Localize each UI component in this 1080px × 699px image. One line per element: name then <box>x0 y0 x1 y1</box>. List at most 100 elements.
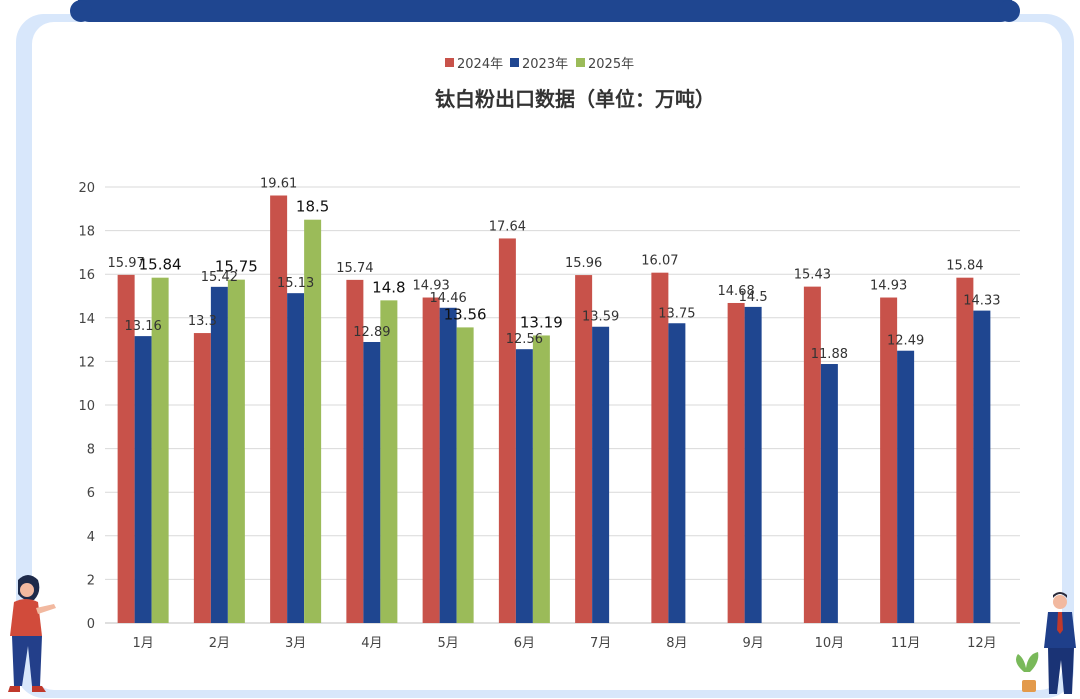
x-tick-label: 2月 <box>209 636 230 651</box>
legend-label: 2024年 <box>457 57 503 72</box>
data-label: 14.93 <box>870 279 907 294</box>
data-label: 14.68 <box>718 284 755 299</box>
data-label: 13.3 <box>188 314 217 329</box>
bar-2023年-2月 <box>210 286 228 623</box>
bar-2025年-1月 <box>151 277 169 623</box>
x-tick-label: 5月 <box>437 636 458 651</box>
data-label: 19.61 <box>260 177 297 192</box>
x-tick-label: 9月 <box>742 636 763 651</box>
data-label: 14.93 <box>413 279 450 294</box>
bar-2024年-4月 <box>346 279 364 623</box>
y-axis: 0 2 4 6 8 10 12 14 16 18 20 <box>78 181 95 632</box>
y-tick-label: 4 <box>87 530 95 545</box>
data-label: 15.13 <box>277 276 314 291</box>
data-label: 12.89 <box>353 325 390 340</box>
bar-2024年-12月 <box>956 277 974 623</box>
bar-2024年-10月 <box>803 286 821 623</box>
data-label: 14.46 <box>430 291 467 306</box>
data-label: 14.33 <box>963 294 1000 309</box>
bar-2024年-11月 <box>880 297 898 623</box>
x-tick-label: 10月 <box>815 636 845 651</box>
bar-2024年-5月 <box>422 297 440 623</box>
data-label: 15.84 <box>946 259 983 274</box>
legend-label: 2023年 <box>522 57 568 72</box>
bar-2023年-10月 <box>820 364 838 623</box>
bar-2025年-6月 <box>532 335 550 623</box>
x-tick-label: 3月 <box>285 636 306 651</box>
data-label: 15.96 <box>565 256 602 271</box>
data-label: 15.42 <box>201 270 238 285</box>
x-tick-label: 1月 <box>132 636 153 651</box>
y-tick-label: 14 <box>78 312 95 327</box>
bar-2023年-6月 <box>515 349 533 623</box>
data-label: 17.64 <box>489 219 526 234</box>
legend-swatch-2023年 <box>510 58 519 67</box>
bar-2025年-5月 <box>456 327 474 623</box>
bar-2025年-4月 <box>380 300 398 623</box>
data-label: 18.5 <box>296 198 329 216</box>
y-tick-label: 6 <box>87 486 95 501</box>
y-tick-label: 0 <box>87 617 95 632</box>
bar-2024年-6月 <box>498 238 516 623</box>
legend-label: 2025年 <box>588 57 634 72</box>
data-label: 13.16 <box>125 319 162 334</box>
x-tick-label: 11月 <box>891 636 921 651</box>
x-tick-label: 4月 <box>361 636 382 651</box>
x-tick-label: 12月 <box>967 636 997 651</box>
businessman-illustration <box>1016 592 1076 694</box>
data-label: 12.49 <box>887 334 924 349</box>
data-label: 14.8 <box>372 278 405 296</box>
y-tick-label: 8 <box>87 443 95 458</box>
data-label: 12.56 <box>506 332 543 347</box>
data-label: 13.19 <box>520 313 563 331</box>
y-tick-label: 12 <box>78 355 95 370</box>
bar-2024年-1月 <box>117 274 135 623</box>
data-label: 15.43 <box>794 268 831 283</box>
x-axis: 1月 2月 3月 4月 5月 6月 7月 8月 9月 10月 11月 12月 <box>132 636 996 651</box>
bar-2024年-2月 <box>193 333 211 623</box>
data-label: 15.84 <box>139 256 182 274</box>
bar-2023年-1月 <box>134 336 152 623</box>
data-label: 13.59 <box>582 310 619 325</box>
gridlines <box>105 186 1020 624</box>
legend-swatch-2025年 <box>576 58 585 67</box>
x-tick-label: 6月 <box>514 636 535 651</box>
data-label: 15.97 <box>108 256 145 271</box>
y-tick-label: 2 <box>87 573 95 588</box>
bar-2023年-4月 <box>363 341 381 623</box>
chart-title: 钛白粉出口数据（单位：万吨） <box>435 87 715 111</box>
data-label: 11.88 <box>811 347 848 362</box>
y-tick-label: 18 <box>78 225 95 240</box>
data-label: 13.56 <box>444 305 487 323</box>
bar-2023年-9月 <box>744 306 762 623</box>
presenter-woman-illustration <box>8 575 56 692</box>
bar-2023年-12月 <box>973 310 991 623</box>
bar-2024年-3月 <box>270 195 288 623</box>
bar-2023年-5月 <box>439 307 457 623</box>
bar-2024年-7月 <box>575 275 593 623</box>
bars <box>117 195 991 623</box>
x-tick-label: 8月 <box>666 636 687 651</box>
y-tick-label: 20 <box>78 181 95 196</box>
data-label: 13.75 <box>658 306 695 321</box>
bar-2023年-11月 <box>897 350 915 623</box>
bar-2023年-7月 <box>592 326 610 623</box>
data-label: 15.75 <box>215 258 258 276</box>
bar-2023年-8月 <box>668 323 686 623</box>
bar-2025年-2月 <box>227 279 245 623</box>
data-label: 14.5 <box>739 290 768 305</box>
bar-2024年-8月 <box>651 272 669 623</box>
header-bar <box>70 0 1020 22</box>
data-label: 16.07 <box>641 254 678 269</box>
y-tick-label: 10 <box>78 399 95 414</box>
bar-2025年-3月 <box>304 219 322 623</box>
x-tick-label: 7月 <box>590 636 611 651</box>
y-tick-label: 16 <box>78 268 95 283</box>
bar-2023年-3月 <box>287 293 305 623</box>
legend-swatch-2024年 <box>445 58 454 67</box>
data-label: 15.74 <box>336 261 373 276</box>
legend: 2024年 2023年 2025年 <box>445 57 634 72</box>
bar-2024年-9月 <box>727 302 745 623</box>
